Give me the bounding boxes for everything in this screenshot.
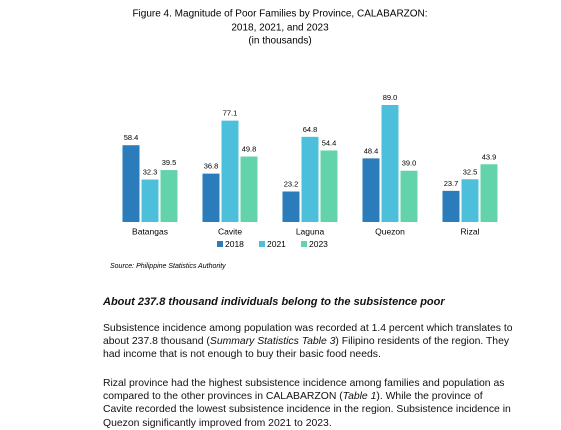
data-label: 48.4 bbox=[364, 146, 379, 155]
data-label: 32.5 bbox=[463, 167, 478, 176]
chart-title: (in thousands) bbox=[248, 36, 311, 47]
bar bbox=[442, 190, 460, 222]
legend-swatch bbox=[217, 241, 223, 247]
data-label: 39.5 bbox=[162, 158, 177, 167]
data-label: 54.4 bbox=[322, 138, 337, 147]
page: {"chart_data": {"type": "bar", "title": … bbox=[103, 8, 513, 429]
data-label: 64.8 bbox=[303, 125, 318, 134]
data-label: 77.1 bbox=[223, 109, 238, 118]
paragraph: Subsistence incidence among population w… bbox=[103, 322, 513, 362]
chart-title: 2018, 2021, and 2023 bbox=[231, 23, 329, 34]
bar bbox=[480, 164, 498, 222]
bar bbox=[160, 170, 178, 222]
bar bbox=[381, 105, 399, 222]
legend-swatch bbox=[301, 241, 307, 247]
text: Rizal province had the highest subsisten… bbox=[103, 378, 505, 403]
chart-title: Figure 4. Magnitude of Poor Families by … bbox=[132, 9, 427, 20]
data-label: 23.2 bbox=[284, 179, 299, 188]
legend-label: 2021 bbox=[267, 239, 286, 249]
legend-label: 2018 bbox=[225, 239, 244, 249]
data-label: 89.0 bbox=[383, 93, 398, 102]
bar bbox=[282, 191, 300, 222]
text: Summary Statistics Table 3 bbox=[209, 336, 336, 348]
data-label: 39.0 bbox=[402, 159, 417, 168]
source: Source: Philippine Statistics Authority bbox=[110, 263, 226, 270]
bar bbox=[122, 145, 140, 222]
x-tick-label: Laguna bbox=[296, 226, 325, 236]
bar bbox=[461, 179, 479, 222]
x-tick-label: Cavite bbox=[218, 226, 242, 236]
legend-swatch bbox=[259, 241, 265, 247]
data-label: 58.4 bbox=[124, 133, 139, 142]
data-label: 32.3 bbox=[143, 168, 158, 177]
bar bbox=[362, 158, 380, 222]
bar bbox=[202, 173, 220, 222]
text: Table 1 bbox=[342, 391, 377, 403]
heading: About 237.8 thousand individuals belong … bbox=[103, 296, 445, 308]
paragraph: Rizal province had the highest subsisten… bbox=[103, 377, 513, 430]
bar bbox=[240, 156, 258, 222]
data-label: 23.7 bbox=[444, 179, 459, 188]
bar bbox=[320, 150, 338, 222]
text: ) Filipino residents of the region. They… bbox=[103, 336, 510, 361]
chart: Figure 4. Magnitude of Poor Families by … bbox=[110, 9, 498, 270]
x-tick-label: Batangas bbox=[132, 226, 168, 236]
bar bbox=[141, 179, 159, 222]
legend-label: 2023 bbox=[309, 239, 328, 249]
text: Subsistence incidence among population w… bbox=[103, 323, 513, 348]
data-label: 36.8 bbox=[204, 162, 219, 171]
data-label: 49.8 bbox=[242, 145, 257, 154]
bar bbox=[301, 136, 319, 222]
bar bbox=[400, 170, 418, 222]
data-label: 43.9 bbox=[482, 152, 497, 161]
bar bbox=[221, 120, 239, 222]
x-tick-label: Rizal bbox=[461, 226, 480, 236]
x-tick-label: Quezon bbox=[375, 226, 405, 236]
